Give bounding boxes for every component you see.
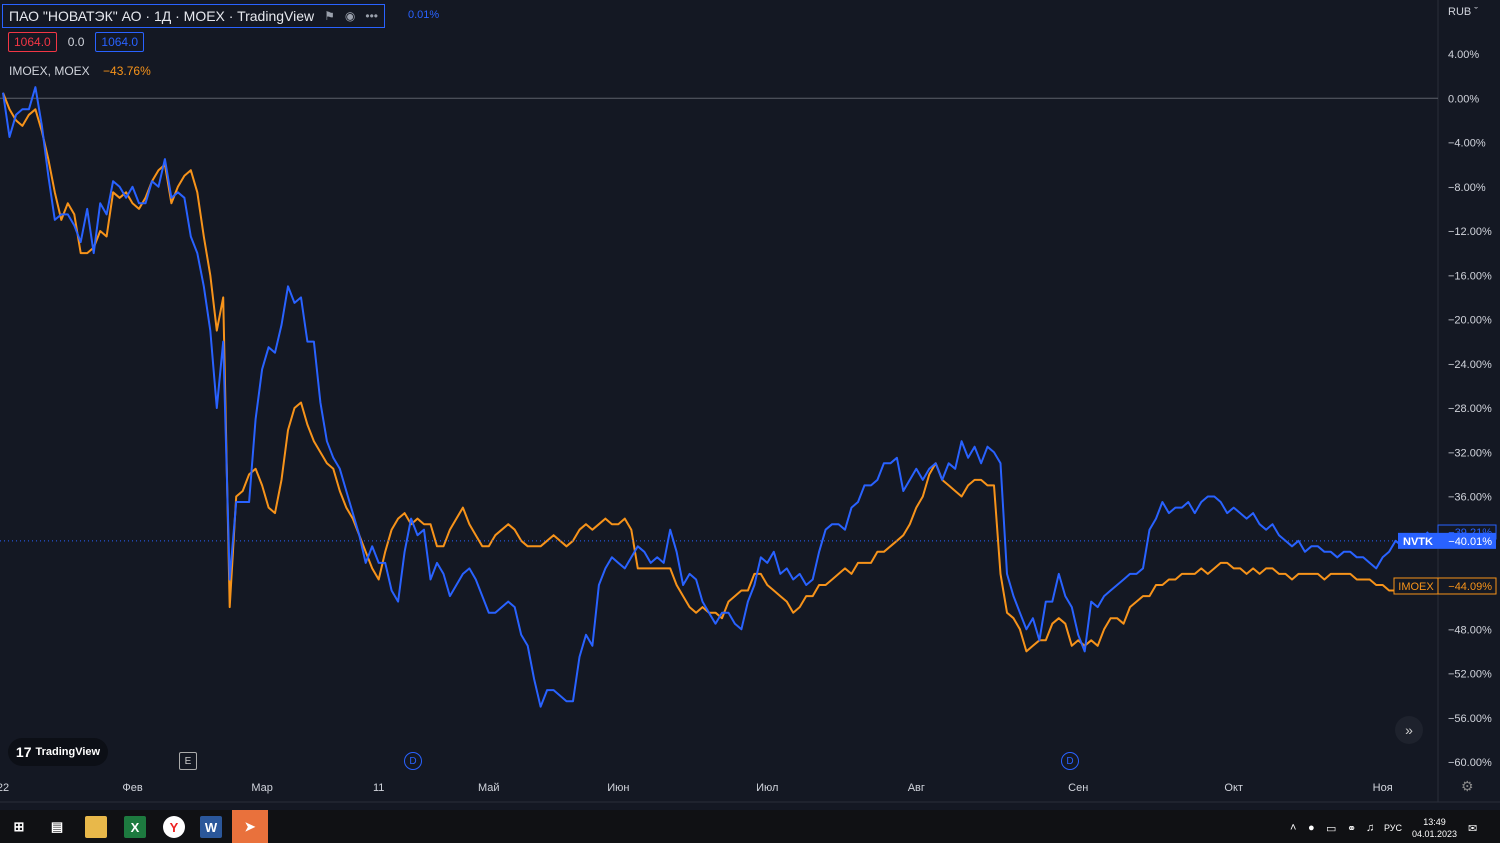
price-change: 0.0 [67, 35, 85, 49]
series-line-nvtk [2, 86, 1429, 708]
dividend-event-icon[interactable]: D [1061, 752, 1079, 770]
y-tick-label: −12.00% [1448, 226, 1492, 238]
notification-icon[interactable]: ✉ [1468, 823, 1478, 835]
last-value-box-nvtk [1438, 532, 1496, 549]
y-tick-label: −20.00% [1448, 315, 1492, 327]
x-tick-label: Авг [908, 782, 925, 794]
series-line-imoex [2, 92, 1416, 653]
compare-name: IMOEX, MOEX [9, 64, 90, 78]
y-tick-label: −8.00% [1448, 182, 1486, 194]
y-tick-label: −24.00% [1448, 359, 1492, 371]
dividend-event-icon[interactable]: D [404, 752, 422, 770]
y-tick-label: −32.00% [1448, 447, 1492, 459]
x-tick-label: Июн [607, 782, 629, 794]
compare-value: −43.76% [103, 64, 151, 78]
y-tick-label: −60.00% [1448, 757, 1492, 769]
wifi-icon[interactable]: ⚭ [1347, 823, 1357, 835]
telegram-icon[interactable]: ➤ [232, 810, 268, 843]
earnings-event-icon[interactable]: E [179, 752, 197, 770]
x-tick-label: Май [478, 782, 500, 794]
gear-icon[interactable]: ⚙ [1461, 778, 1474, 794]
language-indicator[interactable]: РУС [1384, 823, 1403, 833]
last-value-nvtk: −40.01% [1448, 536, 1492, 548]
x-tick-label: 11 [373, 782, 384, 794]
symbol-title: ПАО "НОВАТЭК" АО · 1Д · MOEX · TradingVi… [9, 8, 315, 24]
eye-icon[interactable]: ◉ [344, 9, 356, 23]
y-tick-label: −16.00% [1448, 270, 1492, 282]
x-tick-label: Сен [1068, 782, 1088, 794]
currency-selector[interactable]: RUB ˇ [1448, 6, 1478, 18]
x-tick-label: 22 [0, 782, 9, 794]
x-tick-label: Июл [756, 782, 778, 794]
title-pct-partial: 0.01% [408, 9, 440, 21]
y-tick-label: −36.00% [1448, 492, 1492, 504]
sell-price[interactable]: 1064.0 [8, 32, 57, 52]
x-tick-label: Ноя [1373, 782, 1393, 794]
task-view-icon[interactable]: ▤ [50, 819, 64, 834]
windows-start-icon[interactable]: ⊞ [13, 819, 25, 834]
x-tick-label: Мар [251, 782, 273, 794]
compare-legend[interactable]: IMOEX, MOEX −43.76% [9, 64, 151, 78]
buy-price[interactable]: 1064.0 [95, 32, 145, 52]
price-row: 1064.0 0.0 1064.0 [8, 32, 145, 52]
chevron-up-icon[interactable]: ˄ [1290, 822, 1297, 834]
y-tick-label: 0.00% [1448, 93, 1479, 105]
y-tick-label: −4.00% [1448, 138, 1486, 150]
microphone-icon[interactable]: ● [1308, 822, 1315, 834]
logo-text: TradingView [35, 746, 101, 758]
y-tick-label: −52.00% [1448, 669, 1492, 681]
more-icon[interactable]: ••• [365, 9, 378, 23]
tradingview-logo[interactable]: 17 TradingView [8, 738, 108, 766]
y-tick-label: −48.00% [1448, 624, 1492, 636]
series-name-nvtk: NVTK [1403, 536, 1433, 548]
last-value-box-imoex [1437, 577, 1497, 595]
excel-icon[interactable]: X [124, 816, 146, 838]
word-icon[interactable]: W [200, 816, 222, 838]
y-tick-label: −56.00% [1448, 713, 1492, 725]
chevron-down-icon: ˇ [1474, 6, 1478, 18]
last-value-imoex: −44.09% [1448, 581, 1492, 593]
windows-taskbar: ⊞ ▤ X Y W ➤ ˄ ● ▭ ⚭ ♫ РУС 13:49 04.01.202… [0, 810, 1500, 843]
series-name-tag-nvtk [1398, 532, 1438, 549]
x-tick-label: Окт [1224, 782, 1243, 794]
currency-label: RUB [1448, 6, 1472, 18]
scroll-to-realtime-button[interactable]: » [1395, 716, 1423, 744]
series-name-imoex: IMOEX [1398, 581, 1434, 593]
file-explorer-icon[interactable] [85, 816, 107, 838]
x-tick-label: Фев [122, 782, 142, 794]
battery-icon[interactable]: ▭ [1326, 823, 1337, 835]
y-tick-label: −28.00% [1448, 403, 1492, 415]
chart-area[interactable]: 4.00% 0.00% −4.00% −8.00% −12.00% −16.00% −20.… [0, 0, 1500, 810]
symbol-title-box[interactable]: ПАО "НОВАТЭК" АО · 1Д · MOEX · TradingVi… [2, 4, 385, 28]
volume-icon[interactable]: ♫ [1366, 822, 1375, 834]
y-tick-label: 4.00% [1448, 49, 1479, 61]
price-chart[interactable]: 4.00% 0.00% −4.00% −8.00% −12.00% −16.00% −20.… [0, 0, 1500, 810]
yandex-browser-icon[interactable]: Y [163, 816, 185, 838]
clock[interactable]: 13:49 04.01.2023 [1412, 817, 1458, 839]
flag-icon[interactable]: ⚑ [324, 9, 335, 23]
tv-logo-icon: 17 [15, 744, 32, 760]
